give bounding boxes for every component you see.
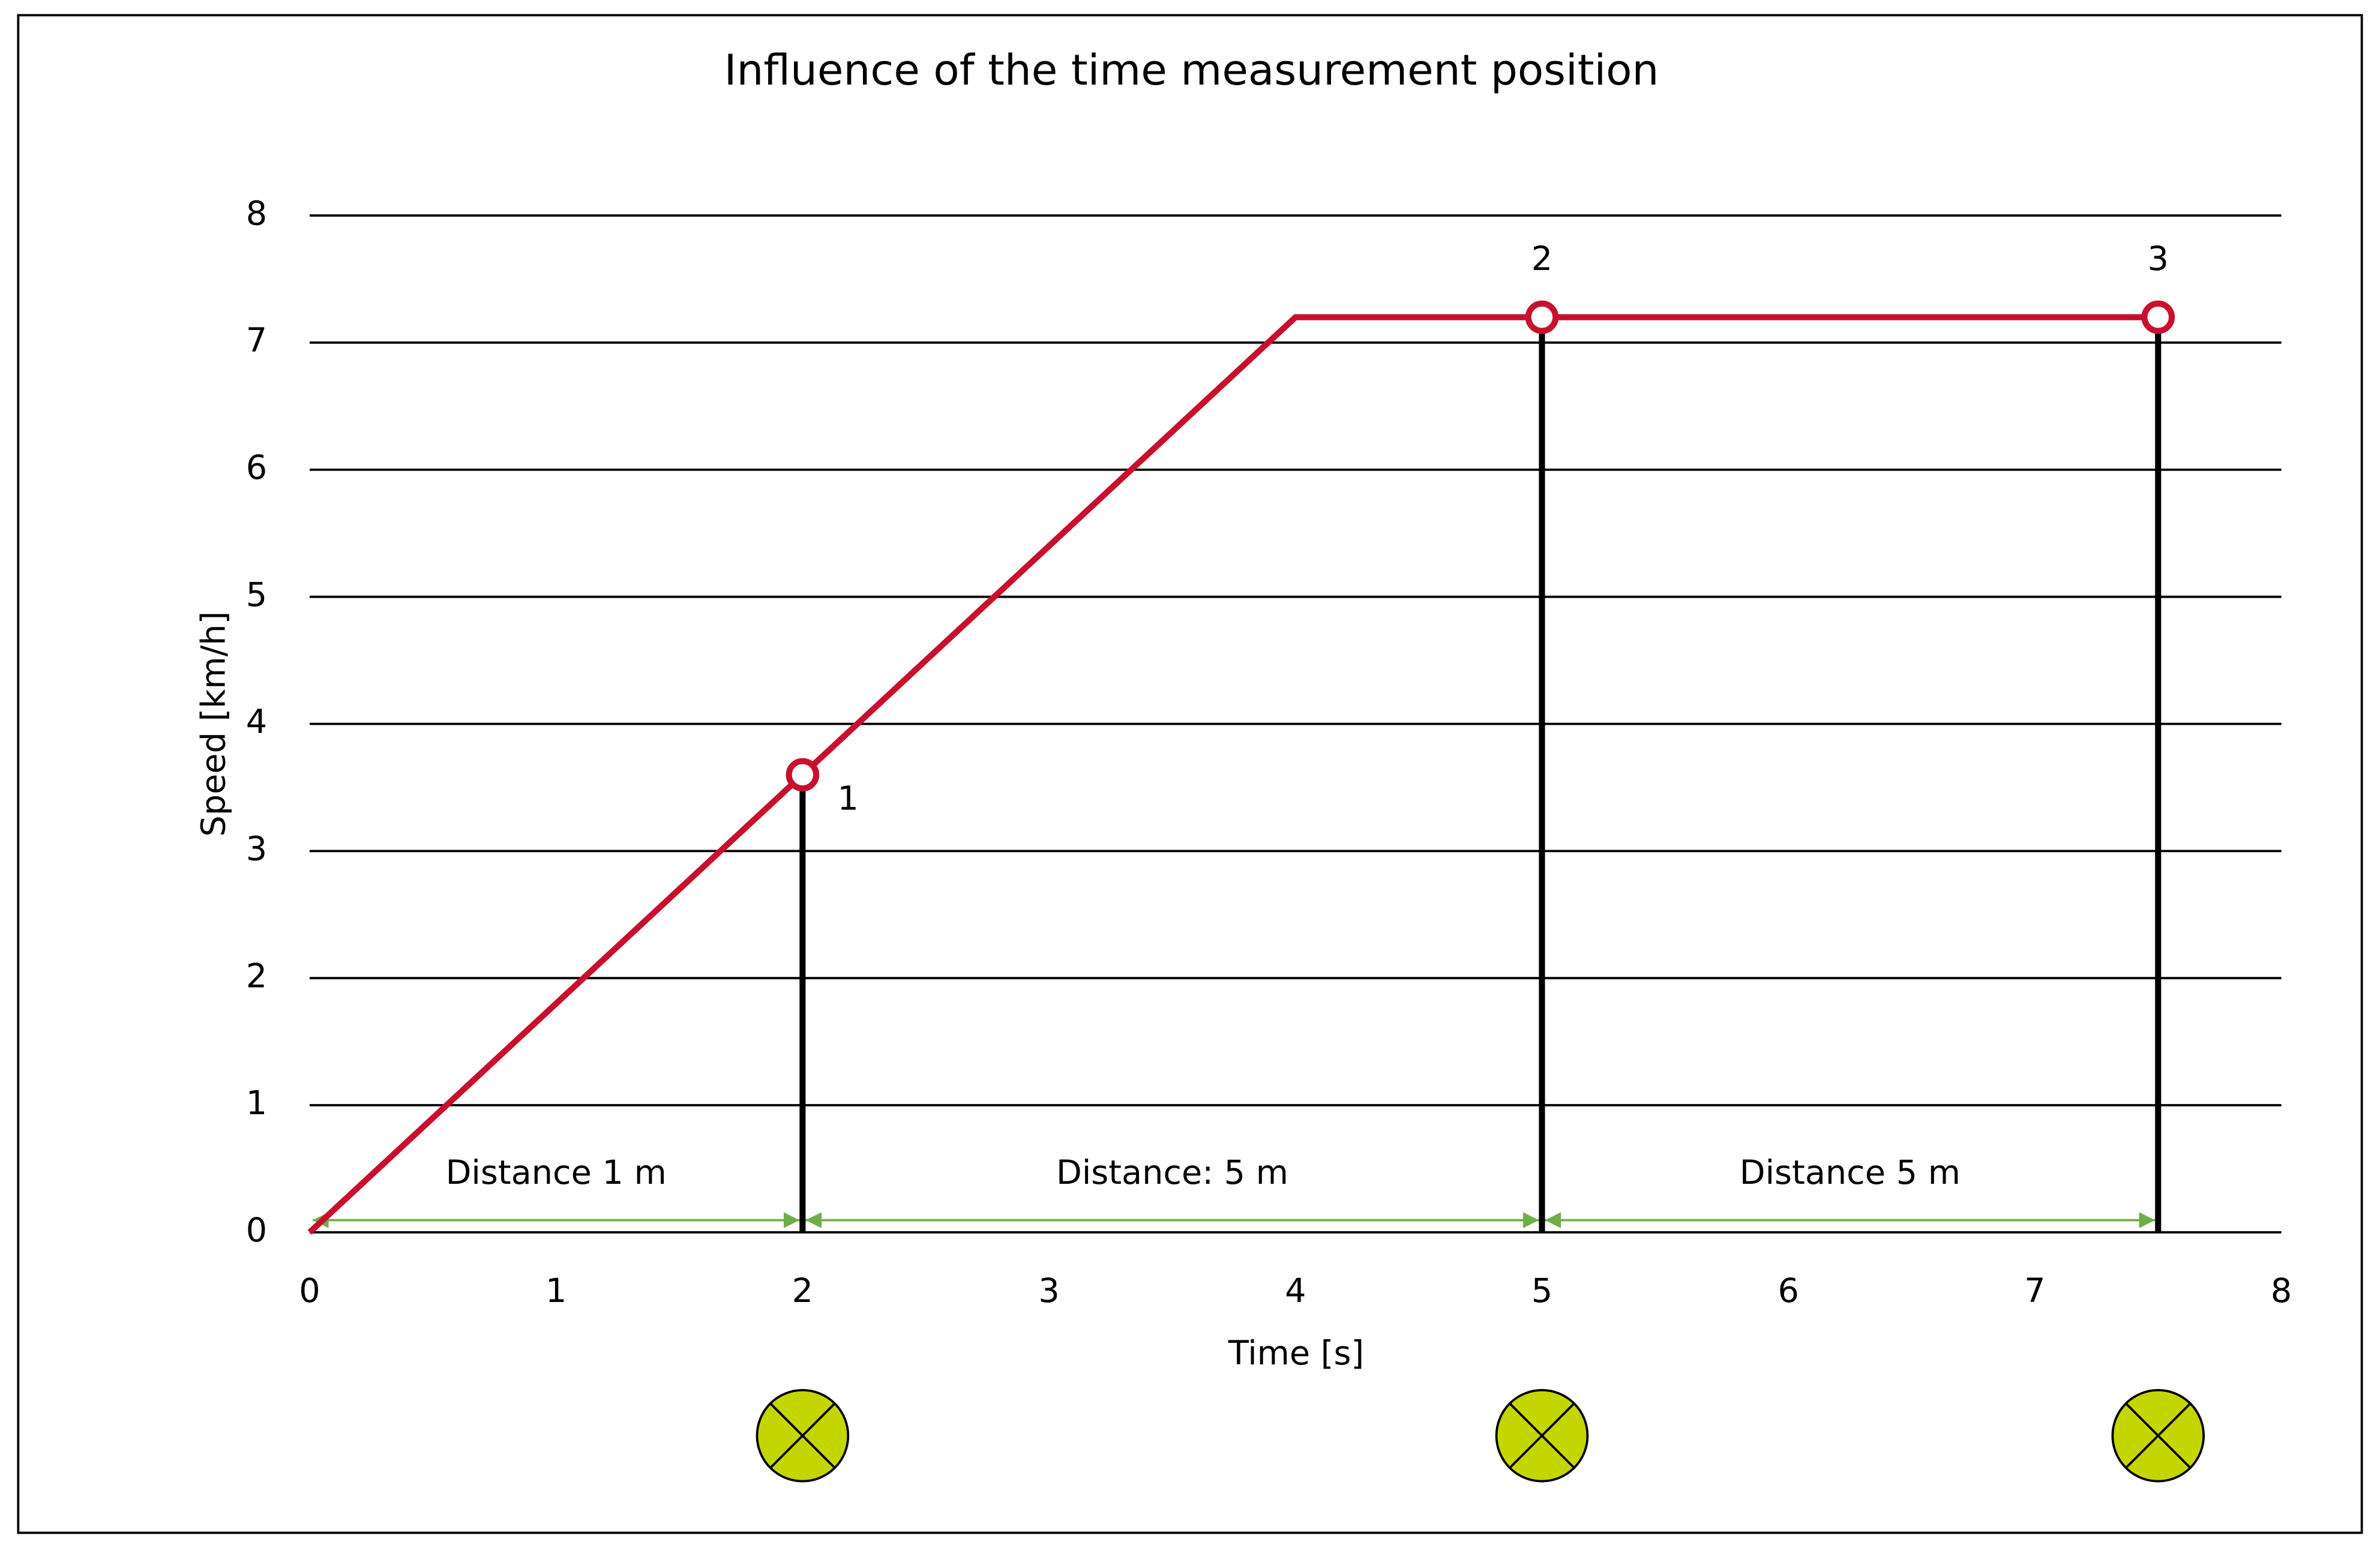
x-tick-label: 4 xyxy=(1285,1271,1306,1310)
x-tick-label: 1 xyxy=(545,1271,566,1310)
x-tick-label: 8 xyxy=(2271,1271,2292,1310)
x-tick-label: 0 xyxy=(299,1271,320,1310)
measurement-label: 1 xyxy=(838,779,859,818)
y-tick-label: 8 xyxy=(246,194,267,233)
measurement-point xyxy=(1525,300,1559,334)
y-tick-label: 5 xyxy=(246,575,267,614)
y-tick-label: 0 xyxy=(246,1211,267,1250)
x-tick-label: 5 xyxy=(1531,1271,1552,1310)
chart-title: Influence of the time measurement positi… xyxy=(724,45,1659,95)
distance-label: Distance 5 m xyxy=(1740,1153,1961,1192)
distance-label: Distance 1 m xyxy=(446,1153,667,1192)
y-axis-label: Speed [km/h] xyxy=(194,611,233,837)
measurement-point xyxy=(2141,300,2175,334)
speed-line xyxy=(307,314,2159,1235)
x-tick-label: 7 xyxy=(2024,1271,2045,1310)
y-tick-label: 2 xyxy=(246,956,267,995)
y-tick-label: 1 xyxy=(246,1084,267,1123)
measurement-label: 3 xyxy=(2148,239,2169,278)
distance-label: Distance: 5 m xyxy=(1056,1153,1288,1192)
y-tick-label: 3 xyxy=(246,829,267,868)
x-tick-label: 6 xyxy=(1777,1271,1799,1310)
y-tick-label: 7 xyxy=(246,321,267,360)
measurement-point xyxy=(786,758,820,792)
y-tick-label: 4 xyxy=(246,703,267,742)
measurement-label: 2 xyxy=(1531,239,1552,278)
x-tick-label: 2 xyxy=(792,1271,813,1310)
sensor-cross xyxy=(2125,1402,2192,1469)
x-tick-label: 3 xyxy=(1038,1271,1059,1310)
x-axis-label: Time [s] xyxy=(1228,1334,1364,1373)
sensor-cross xyxy=(769,1402,836,1469)
chart-border xyxy=(17,14,2363,1534)
sensor-cross xyxy=(1509,1402,1575,1469)
y-tick-label: 6 xyxy=(246,448,267,487)
